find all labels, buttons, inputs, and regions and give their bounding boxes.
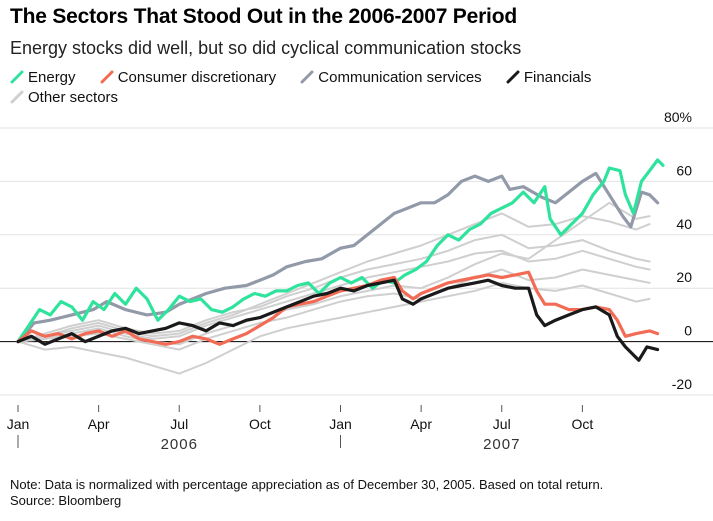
note-text: Note: Data is normalized with percentage… — [10, 477, 604, 492]
legend-item-other: Other sectors — [10, 88, 118, 108]
y-axis: 80% 60 40 20 0 -20 — [664, 110, 692, 392]
chart-note: Note: Data is normalized with percentage… — [10, 477, 710, 509]
legend-label-financials: Financials — [523, 69, 592, 86]
year-label: 2007 — [483, 436, 520, 453]
x-tick-label: Oct — [249, 416, 271, 432]
x-axis: Jan Apr Jul Oct Jan Apr Jul Oct 2006 2007 — [7, 405, 593, 453]
series-line-energy — [16, 158, 665, 344]
legend-swatch-energy — [10, 70, 24, 84]
gridlines — [0, 127, 713, 396]
legend-label-communication: Communication services — [318, 69, 482, 86]
series-lines — [16, 158, 665, 375]
y-tick-label: 60 — [676, 162, 692, 178]
chart-title: The Sectors That Stood Out in the 2006-2… — [10, 5, 517, 28]
series-line-other1 — [17, 281, 651, 375]
series-line-other3 — [17, 249, 651, 343]
y-tick-label: 40 — [676, 216, 692, 232]
series-line-other2 — [17, 268, 651, 351]
line-chart: 80% 60 40 20 0 -20 Jan Apr Jul Oct Jan Apr Jul Oct 20… — [0, 110, 713, 453]
series-line-other6 — [17, 201, 651, 346]
legend-swatch-financials — [506, 70, 520, 84]
series-line-financials — [16, 278, 660, 362]
chart-subtitle: Energy stocks did well, but so did cycli… — [10, 38, 522, 58]
source-text: Source: Bloomberg — [10, 493, 122, 508]
legend: Energy Consumer discretionary Communicat… — [10, 68, 700, 108]
y-tick-label: 20 — [676, 269, 692, 285]
legend-swatch-consumer — [100, 70, 114, 84]
legend-label-energy: Energy — [28, 69, 76, 86]
legend-label-consumer: Consumer discretionary — [117, 69, 277, 86]
legend-item-financials: Financials — [506, 68, 592, 88]
x-tick-label: Jul — [170, 416, 188, 432]
legend-item-energy: Energy — [10, 68, 76, 88]
x-tick-label: Oct — [571, 416, 593, 432]
y-tick-label: -20 — [672, 376, 692, 392]
legend-swatch-communication — [300, 70, 314, 84]
x-tick-label: Jan — [329, 416, 352, 432]
x-tick-label: Jan — [7, 416, 30, 432]
x-tick-label: Apr — [88, 416, 110, 432]
x-tick-label: Jul — [493, 416, 511, 432]
x-tick-label: Apr — [410, 416, 432, 432]
y-tick-label: 80% — [664, 110, 692, 125]
legend-item-communication: Communication services — [300, 68, 482, 88]
legend-swatch-other — [10, 90, 24, 104]
legend-label-other: Other sectors — [28, 89, 119, 106]
year-label: 2006 — [161, 436, 198, 453]
y-tick-label: 0 — [684, 323, 692, 339]
legend-item-consumer: Consumer discretionary — [100, 68, 276, 88]
